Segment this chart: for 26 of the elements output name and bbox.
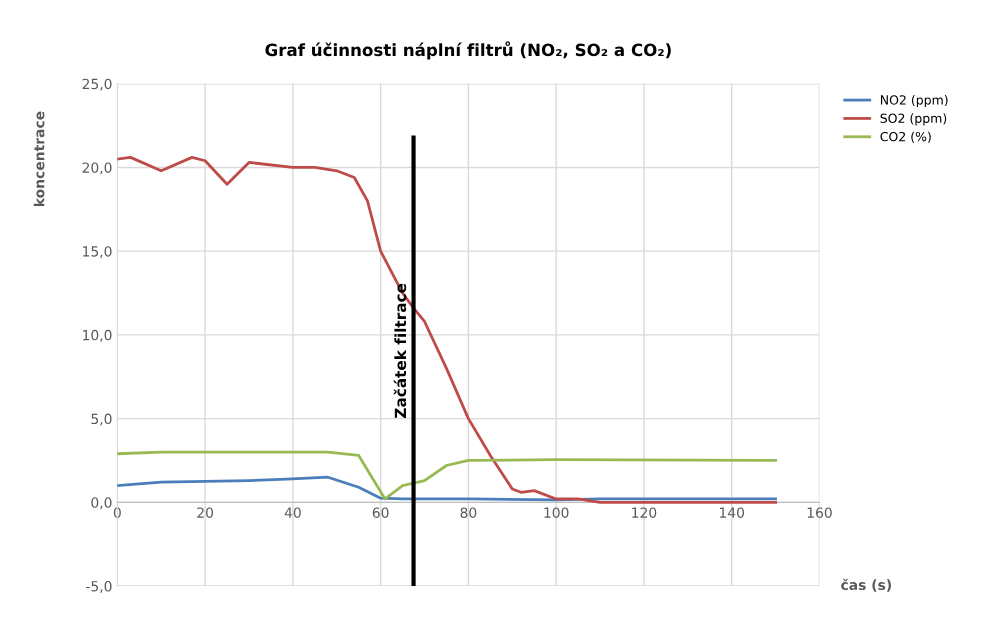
y-tick-label: 0,0 xyxy=(91,497,112,510)
x-tick-label: 100 xyxy=(544,507,569,518)
x-tick-label: 60 xyxy=(372,507,389,518)
legend-label: SO2 (ppm) xyxy=(880,113,947,126)
x-axis-title: čas (s) xyxy=(841,578,891,592)
legend-label: NO2 (ppm) xyxy=(880,94,948,108)
line-series xyxy=(117,156,777,504)
line-series xyxy=(117,450,777,501)
y-axis-title: koncentrace xyxy=(33,111,45,207)
x-tick-label: 160 xyxy=(807,507,832,518)
y-tick-label: 15,0 xyxy=(83,246,112,259)
x-tick-label: 80 xyxy=(460,507,477,518)
y-tick-label: 25,0 xyxy=(82,78,112,91)
y-tick-label: 5,0 xyxy=(91,413,112,426)
x-tick-label: 20 xyxy=(197,507,214,518)
ref-line-label: Začátek filtrace xyxy=(393,283,407,418)
y-tick-label: 10,0 xyxy=(83,329,112,342)
y-tick-label: -5,0 xyxy=(86,581,112,593)
y-tick-label: 20,0 xyxy=(82,162,112,175)
legend-label: CO2 (%) xyxy=(880,131,931,143)
x-tick-label: 140 xyxy=(719,507,745,518)
x-tick-label: 120 xyxy=(632,507,657,518)
x-tick-label: 40 xyxy=(284,507,301,518)
line-series xyxy=(117,475,777,502)
x-tick-label: 0 xyxy=(113,507,121,518)
chart-title: Graf účinnosti náplní filtrů (NO₂, SO₂ a CO₂) xyxy=(265,41,671,60)
